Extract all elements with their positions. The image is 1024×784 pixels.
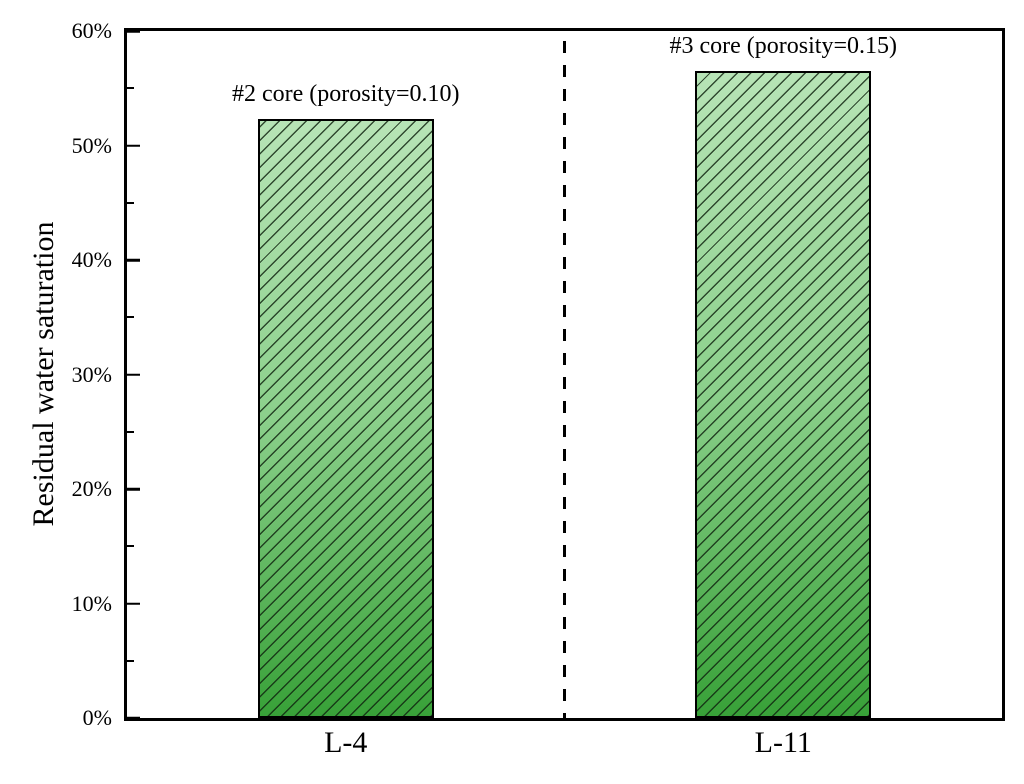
y-axis-major-tick: [127, 29, 140, 33]
y-axis-major-tick: [127, 258, 140, 262]
y-axis-major-tick: [127, 487, 140, 491]
x-category-label: L-4: [324, 726, 368, 759]
x-category-label: L-11: [754, 726, 812, 759]
bar: [695, 71, 872, 718]
y-axis-minor-tick: [127, 659, 134, 662]
y-axis-minor-tick: [127, 430, 134, 433]
bar-annotation: #2 core (porosity=0.10): [232, 80, 460, 107]
y-axis-tick-label: 30%: [71, 361, 112, 387]
y-axis-minor-tick: [127, 201, 134, 204]
y-axis-tick-label: 10%: [71, 590, 112, 616]
y-axis-minor-tick: [127, 87, 134, 90]
y-axis-tick-label: 20%: [71, 476, 112, 501]
plot-area: #2 core (porosity=0.10) #3 core (porosity…: [124, 28, 1005, 721]
bar-annotation: #3 core (porosity=0.15): [669, 32, 897, 59]
y-axis-major-tick: [127, 716, 140, 720]
y-axis-minor-tick: [127, 545, 134, 548]
y-axis-tick-label: 0%: [82, 705, 112, 730]
y-axis-tick-label: 60%: [71, 18, 112, 43]
y-axis-minor-tick: [127, 316, 134, 319]
divider-dashed-line: [563, 41, 566, 718]
y-axis-major-tick: [127, 144, 140, 147]
y-axis-major-tick: [127, 602, 140, 605]
bar: [257, 119, 434, 718]
y-axis-tick-label: 50%: [71, 132, 112, 158]
y-axis-major-tick: [127, 373, 140, 376]
y-axis-tick-label: 40%: [71, 247, 112, 272]
